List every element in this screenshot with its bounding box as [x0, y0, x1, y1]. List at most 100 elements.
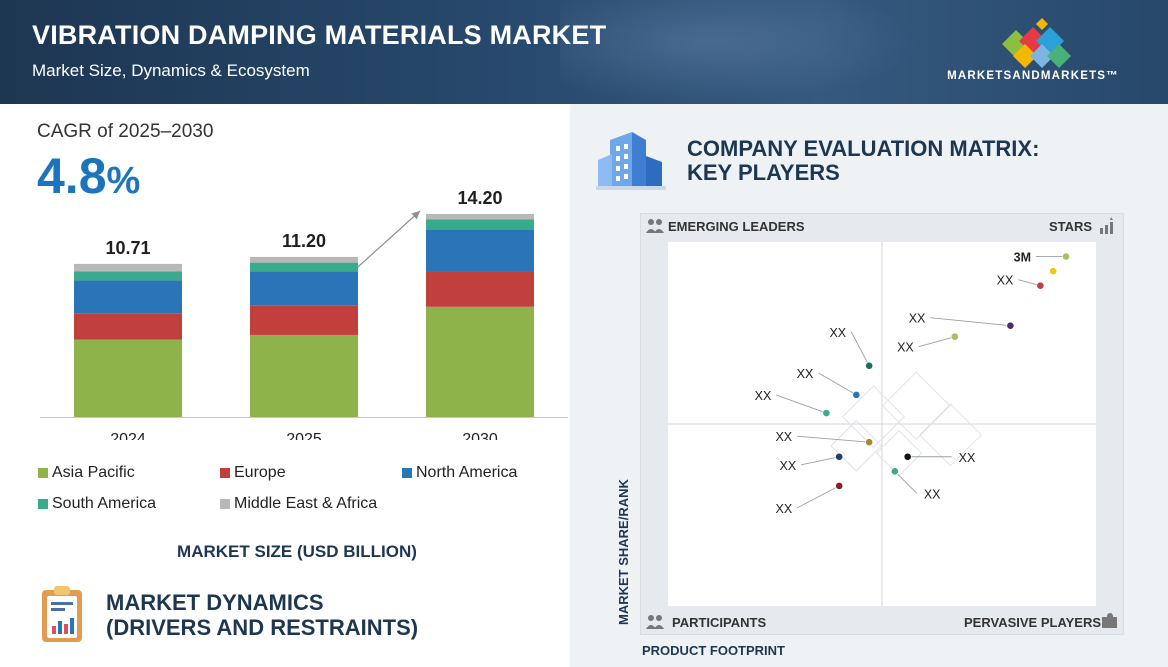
company-label: XX	[775, 430, 792, 444]
participants-icon	[646, 615, 664, 629]
market-dynamics-line2: (DRIVERS AND RESTRAINTS)	[106, 615, 419, 640]
matrix-title: COMPANY EVALUATION MATRIX: KEY PLAYERS	[687, 136, 1040, 185]
decorative-diamond	[841, 385, 905, 449]
company-label: XX	[897, 341, 914, 355]
bar-segment-europe-2024	[74, 313, 182, 340]
legend-item-europe: Europe	[220, 464, 286, 482]
point-leader-line	[797, 435, 870, 443]
category-tick-label: 2024	[110, 431, 146, 440]
legend-item-asia-pacific: Asia Pacific	[38, 464, 135, 482]
company-label: XX	[909, 312, 926, 326]
company-label: XX	[997, 274, 1014, 288]
page-title: VIBRATION DAMPING MATERIALS MARKET	[32, 20, 607, 50]
legend-label: South America	[52, 495, 157, 512]
market-dynamics-line1: MARKET DYNAMICS	[106, 590, 324, 615]
company-point	[835, 452, 844, 461]
bar-segment-europe-2030	[426, 271, 534, 307]
category-tick-label: 2025	[286, 431, 322, 440]
point-leader-line	[918, 336, 955, 348]
bar-segment-north-america-2030	[426, 229, 534, 272]
company-label: XX	[797, 367, 814, 381]
bar-segment-north-america-2024	[74, 280, 182, 314]
company-label: XX	[829, 326, 846, 340]
matrix-x-axis-label: PRODUCT FOOTPRINT	[642, 643, 785, 658]
clipboard-chart-icon	[42, 586, 82, 642]
point-leader-line	[776, 394, 827, 414]
company-point	[903, 452, 912, 461]
bar-segment-asia-pacific-2024	[74, 339, 182, 417]
quadrant-label-participants: PARTICIPANTS	[672, 615, 767, 630]
decorative-diamond	[918, 403, 982, 467]
legend-label: Europe	[234, 464, 286, 481]
legend-label: North America	[416, 464, 518, 481]
growth-arrow-line	[357, 210, 421, 268]
bar-segment-south-america-2025	[250, 262, 358, 272]
page-subtitle: Market Size, Dynamics & Ecosystem	[32, 61, 310, 80]
cagr-label: CAGR of 2025–2030	[37, 121, 214, 142]
bar-segment-middle-east-africa-2025	[250, 256, 358, 263]
matrix-y-axis-label: MARKET SHARE/RANK	[616, 479, 631, 625]
legend-swatch	[38, 468, 48, 478]
legend-label: Asia Pacific	[52, 464, 135, 481]
company-point	[835, 481, 844, 490]
logo-diamonds-icon	[1002, 18, 1071, 68]
header-banner: VIBRATION DAMPING MATERIALS MARKET Marke…	[0, 0, 1168, 104]
legend-swatch	[38, 499, 48, 509]
company-point	[852, 390, 861, 399]
legend-item-middle-east-africa: Middle East & Africa	[220, 495, 377, 513]
bar-segment-middle-east-africa-2024	[74, 263, 182, 272]
bar-total-label: 11.20	[282, 231, 326, 251]
company-point	[865, 438, 874, 447]
decorative-diamond	[881, 371, 951, 441]
bar-segment-middle-east-africa-2030	[426, 214, 534, 220]
company-point	[950, 332, 959, 341]
legend-swatch	[220, 468, 230, 478]
cagr-value: 4.8%	[37, 147, 140, 205]
logo-text: MARKETSANDMARKETS™	[947, 70, 1119, 82]
bar-total-label: 14.20	[457, 188, 502, 208]
bar-segment-south-america-2024	[74, 271, 182, 281]
point-leader-line	[801, 456, 840, 466]
decorative-diamond	[830, 419, 883, 472]
bar-segment-north-america-2025	[250, 271, 358, 306]
legend-label: Middle East & Africa	[234, 495, 378, 512]
chart-up-icon	[1100, 217, 1113, 234]
point-leader-line	[818, 372, 857, 396]
company-point	[1049, 267, 1058, 276]
puzzle-icon	[1102, 613, 1117, 628]
quadrant-label-pervasive-players: PERVASIVE PLAYERS	[964, 615, 1102, 630]
market-size-axis-label: MARKET SIZE (USD BILLION)	[177, 542, 417, 561]
cagr-number: 4.8	[37, 148, 107, 204]
point-leader-line	[894, 471, 918, 494]
company-label: XX	[959, 451, 976, 465]
company-point	[890, 467, 899, 476]
brand-logo: MARKETSANDMARKETS™	[938, 18, 1128, 88]
company-label: XX	[776, 502, 793, 516]
legend-item-north-america: North America	[402, 464, 517, 482]
people-icon	[646, 219, 664, 233]
company-point	[1036, 281, 1045, 290]
market-size-bar-chart: 10.71 2024 11.20 2025 14.20 2030	[40, 188, 568, 440]
company-label: XX	[755, 389, 772, 403]
bar-segment-asia-pacific-2025	[250, 334, 358, 417]
growth-arrow-head	[411, 211, 420, 220]
bar-total-label: 10.71	[105, 238, 150, 258]
company-point	[1006, 321, 1015, 330]
company-point	[822, 409, 831, 417]
company-point	[865, 361, 874, 370]
category-tick-label: 2030	[462, 431, 498, 440]
point-leader-line	[850, 331, 870, 366]
company-point	[1062, 252, 1070, 261]
point-leader-line	[796, 485, 840, 509]
legend-item-south-america: South America	[38, 495, 156, 513]
point-leader-line	[930, 317, 1011, 327]
bar-segment-europe-2025	[250, 305, 358, 335]
bar-segment-asia-pacific-2030	[426, 306, 534, 417]
legend-swatch	[220, 499, 230, 509]
company-label: 3M	[1014, 251, 1031, 265]
header-background-glow	[560, 0, 920, 104]
quadrant-label-stars: STARS	[1049, 219, 1093, 234]
market-dynamics-title: MARKET DYNAMICS (DRIVERS AND RESTRAINTS)	[106, 590, 418, 640]
